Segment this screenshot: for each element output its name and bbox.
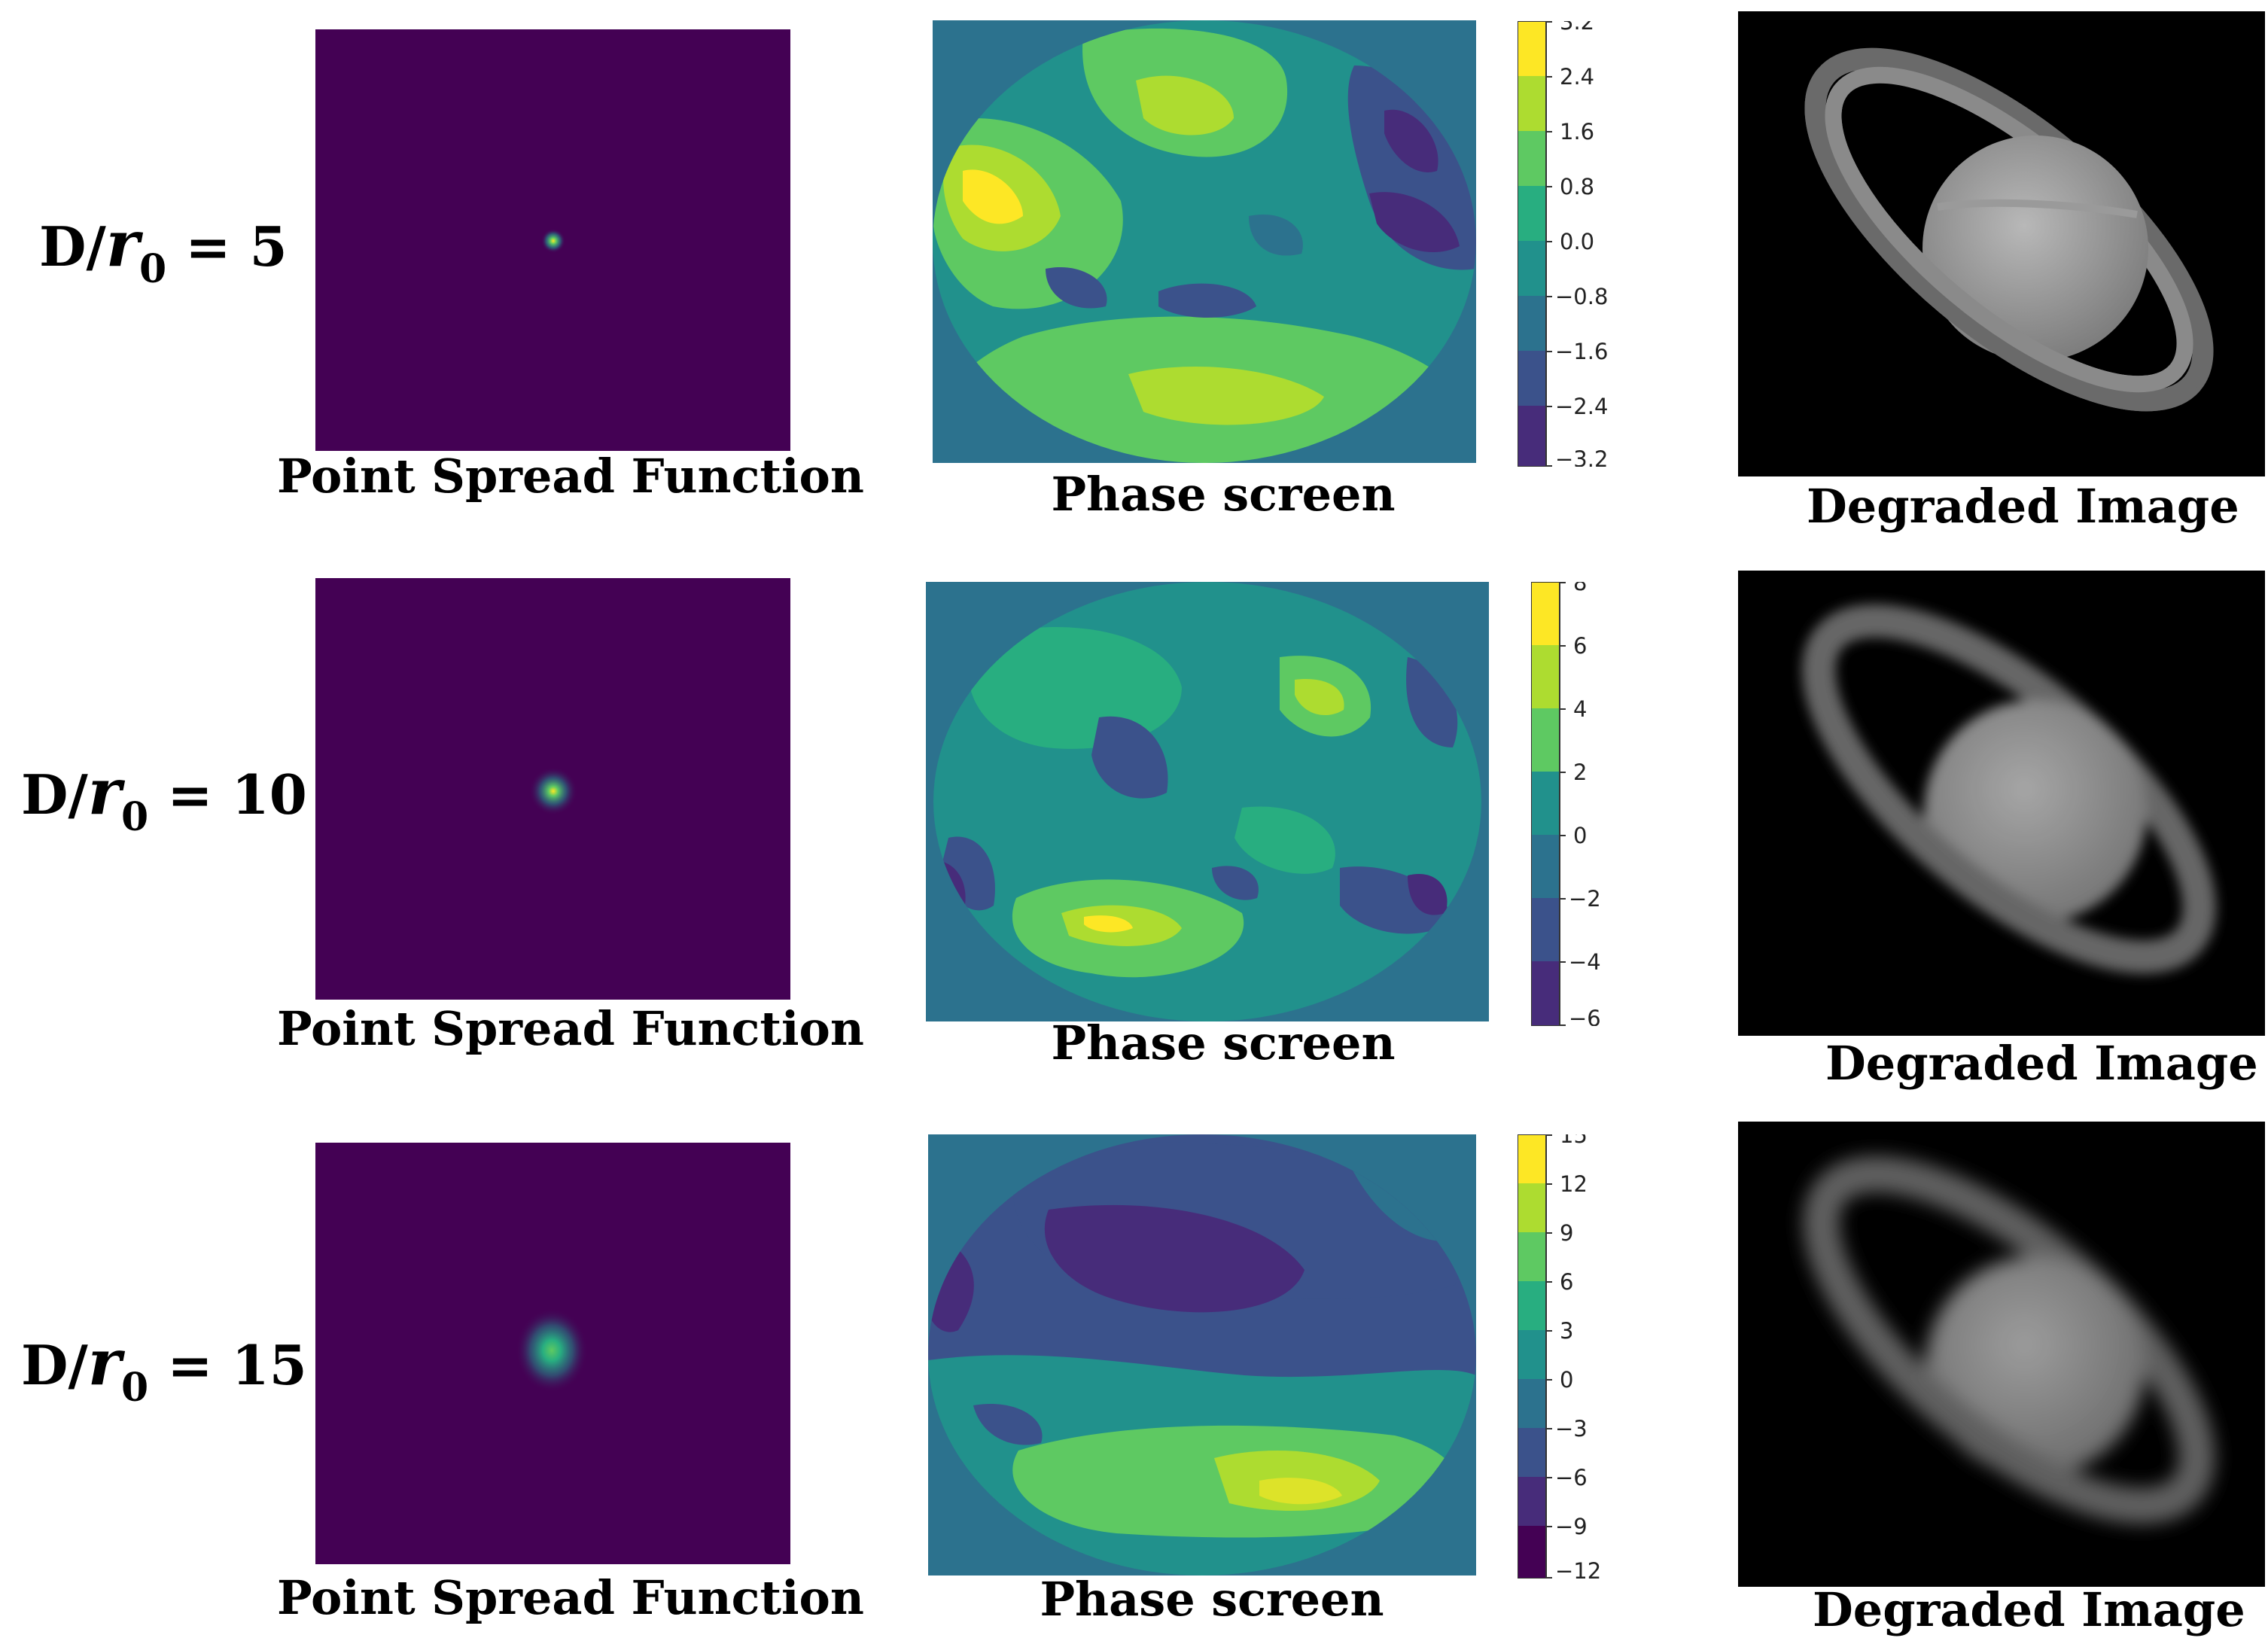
colorbar-3-tick: −3	[1555, 1416, 1588, 1442]
colorbar-3-tick: −12	[1555, 1558, 1601, 1579]
degraded-image-1	[1738, 11, 2265, 476]
colorbar-2-tick: −2	[1569, 886, 1601, 912]
psf-caption-1: Point Spread Function	[277, 449, 864, 504]
colorbar-1-tick: 3.2	[1560, 21, 1594, 35]
colorbar-2-tick: 0	[1573, 823, 1587, 848]
row-label-3: D/r0 = 15	[21, 1325, 307, 1411]
colorbar-1-tick: 0.8	[1560, 174, 1594, 199]
psf-caption-3: Point Spread Function	[277, 1570, 864, 1625]
colorbar-2-tick: 6	[1573, 633, 1587, 659]
colorbar-1-tick: −0.8	[1555, 284, 1608, 309]
degraded-caption-1: Degraded Image	[1807, 479, 2239, 534]
row-label-2: D/r0 = 10	[21, 754, 307, 840]
psf-image-1	[315, 29, 790, 451]
degraded-image-3	[1738, 1122, 2265, 1587]
colorbar-3-tick: 3	[1560, 1318, 1573, 1344]
colorbar-1: 3.2 2.4 1.6 0.8 0.0 −0.8 −1.6 −2.4 −3.2	[1518, 21, 1668, 467]
degraded-image-2	[1738, 571, 2265, 1036]
psf-image-2	[315, 578, 790, 1000]
colorbar-2-tick: 8	[1573, 582, 1587, 595]
phase-screen-1	[933, 20, 1476, 463]
phase-screen-2	[926, 582, 1489, 1021]
row-label-1: D/r0 = 5	[39, 206, 288, 292]
colorbar-1-tick: 0.0	[1560, 229, 1594, 254]
colorbar-1-tick: −2.4	[1555, 394, 1608, 419]
colorbar-1-tick: 2.4	[1560, 64, 1594, 90]
colorbar-3-tick: −6	[1555, 1465, 1588, 1490]
colorbar-3-tick: 6	[1560, 1269, 1573, 1295]
colorbar-2-tick: 2	[1573, 760, 1587, 785]
colorbar-3: 15 12 9 6 3 0 −3 −6 −9 −12	[1518, 1134, 1668, 1579]
colorbar-1-tick: −3.2	[1555, 446, 1608, 467]
phase-caption-2: Phase screen	[1051, 1015, 1396, 1070]
colorbar-2: 8 6 4 2 0 −2 −4 −6	[1531, 582, 1682, 1026]
phase-caption-3: Phase screen	[1040, 1572, 1384, 1627]
phase-screen-3	[928, 1134, 1476, 1576]
colorbar-1-tick: 1.6	[1560, 119, 1594, 145]
colorbar-3-tick: 15	[1560, 1134, 1588, 1148]
colorbar-2-tick: 4	[1573, 696, 1587, 722]
colorbar-2-tick: −6	[1569, 1006, 1601, 1026]
degraded-caption-3: Degraded Image	[1813, 1582, 2245, 1637]
colorbar-3-tick: −9	[1555, 1514, 1588, 1539]
colorbar-3-tick: 9	[1560, 1220, 1573, 1246]
colorbar-2-tick: −4	[1569, 949, 1601, 975]
psf-image-3	[315, 1143, 790, 1564]
phase-caption-1: Phase screen	[1051, 467, 1396, 522]
psf-caption-2: Point Spread Function	[277, 1001, 864, 1056]
colorbar-3-tick: 12	[1560, 1171, 1588, 1197]
colorbar-1-tick: −1.6	[1555, 339, 1608, 364]
degraded-caption-2: Degraded Image	[1825, 1036, 2258, 1091]
colorbar-3-tick: 0	[1560, 1367, 1573, 1393]
